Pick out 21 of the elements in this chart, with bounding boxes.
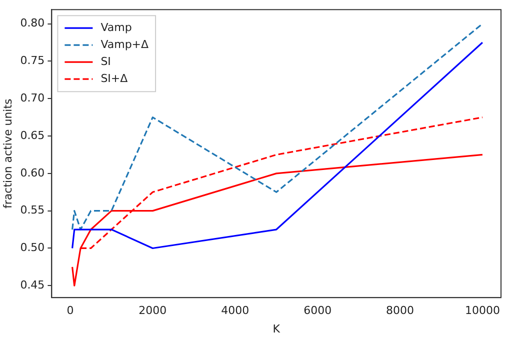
y-tick-label: 0.70: [20, 91, 45, 104]
legend-label: Vamp: [100, 20, 132, 34]
x-tick-label: 8000: [386, 304, 414, 318]
y-tick-label: 0.55: [20, 204, 45, 217]
y-tick-label: 0.75: [20, 54, 45, 68]
y-tick-label: 0.50: [20, 241, 45, 254]
legend-label: SI+Δ: [100, 72, 128, 85]
x-tick-label: 6000: [304, 304, 332, 318]
line-series: [72, 23, 484, 230]
y-tick-label: 0.80: [20, 16, 45, 30]
x-tick-label: 0: [66, 304, 74, 318]
x-tick-label: 10000: [464, 304, 500, 318]
x-tick-label: 2000: [138, 304, 167, 318]
legend-label: SI: [100, 54, 111, 68]
y-tick-label: 0.65: [20, 128, 45, 142]
y-axis-title: fraction active units: [1, 98, 14, 208]
legend-label: Vamp+Δ: [100, 38, 150, 51]
y-tick-label: 0.45: [20, 278, 45, 292]
x-axis-title: K: [272, 322, 281, 336]
y-tick-label: 0.60: [20, 166, 45, 180]
x-tick-label: 4000: [221, 304, 250, 318]
